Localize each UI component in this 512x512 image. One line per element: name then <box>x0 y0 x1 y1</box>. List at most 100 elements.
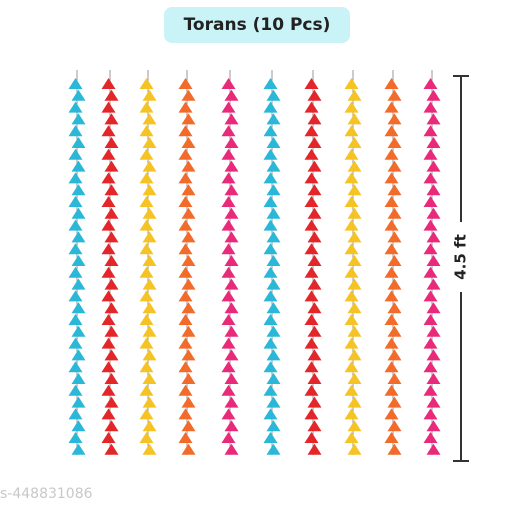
flag <box>104 137 119 148</box>
flag <box>344 337 359 349</box>
flag <box>387 420 402 432</box>
flag <box>224 255 239 266</box>
flag <box>181 443 196 455</box>
flag <box>266 113 281 125</box>
flag <box>224 184 239 196</box>
flag <box>344 125 359 137</box>
flag <box>181 137 196 148</box>
flag <box>347 207 362 219</box>
flag <box>347 89 362 101</box>
flag <box>104 396 119 408</box>
flag <box>224 325 239 337</box>
flag <box>347 443 362 455</box>
flag <box>142 89 157 101</box>
flag <box>181 89 196 101</box>
flag <box>142 302 157 314</box>
flag <box>221 337 236 349</box>
flag <box>142 443 157 455</box>
flag <box>101 219 116 231</box>
flag <box>347 231 362 243</box>
flag <box>344 101 359 113</box>
flag <box>384 266 399 278</box>
flag <box>307 396 322 408</box>
flag <box>266 184 281 196</box>
flag <box>387 443 402 455</box>
flag <box>384 384 399 396</box>
flag <box>266 443 281 455</box>
flag <box>71 278 86 290</box>
flag <box>71 302 86 314</box>
flag <box>307 325 322 337</box>
flag <box>68 243 83 255</box>
flag <box>142 325 157 337</box>
flag <box>71 420 86 432</box>
flag <box>263 290 278 302</box>
flag <box>426 302 441 314</box>
flag <box>178 408 193 420</box>
flag <box>347 302 362 314</box>
flag <box>387 231 402 243</box>
flag <box>224 113 239 125</box>
flag <box>139 219 154 231</box>
flag <box>387 255 402 266</box>
flag <box>221 78 236 89</box>
flag <box>178 219 193 231</box>
flag <box>101 148 116 160</box>
flag <box>221 361 236 373</box>
flag <box>101 266 116 278</box>
flag <box>224 373 239 384</box>
flag <box>68 314 83 325</box>
flag <box>266 255 281 266</box>
flag <box>266 420 281 432</box>
flag <box>221 101 236 113</box>
height-measure <box>453 75 469 462</box>
flag <box>384 196 399 207</box>
flag <box>178 361 193 373</box>
flag <box>71 255 86 266</box>
flag <box>178 148 193 160</box>
flag <box>139 361 154 373</box>
flag <box>71 89 86 101</box>
flag <box>423 196 438 207</box>
flag <box>387 349 402 361</box>
flag <box>263 432 278 443</box>
flag <box>304 78 319 89</box>
flag <box>221 148 236 160</box>
flag <box>71 160 86 172</box>
flag <box>344 219 359 231</box>
flag <box>426 231 441 243</box>
flag <box>71 325 86 337</box>
flag <box>347 373 362 384</box>
flag <box>384 125 399 137</box>
flag <box>104 113 119 125</box>
flag <box>387 373 402 384</box>
flag <box>263 361 278 373</box>
flag <box>347 420 362 432</box>
flag <box>423 148 438 160</box>
flag <box>426 420 441 432</box>
flag <box>104 184 119 196</box>
flag <box>181 396 196 408</box>
flag <box>142 278 157 290</box>
flag <box>104 160 119 172</box>
flag <box>307 207 322 219</box>
flag <box>384 219 399 231</box>
flag <box>221 290 236 302</box>
flag <box>344 290 359 302</box>
flag <box>104 302 119 314</box>
flag <box>384 78 399 89</box>
flag <box>221 243 236 255</box>
flag <box>423 337 438 349</box>
flag <box>221 384 236 396</box>
flag <box>224 231 239 243</box>
flag <box>221 219 236 231</box>
flag <box>304 243 319 255</box>
flag <box>68 266 83 278</box>
flag <box>347 160 362 172</box>
flag <box>101 314 116 325</box>
flag <box>181 325 196 337</box>
flag <box>387 89 402 101</box>
title-badge: Torans (10 Pcs) <box>164 7 350 43</box>
flag <box>68 78 83 89</box>
